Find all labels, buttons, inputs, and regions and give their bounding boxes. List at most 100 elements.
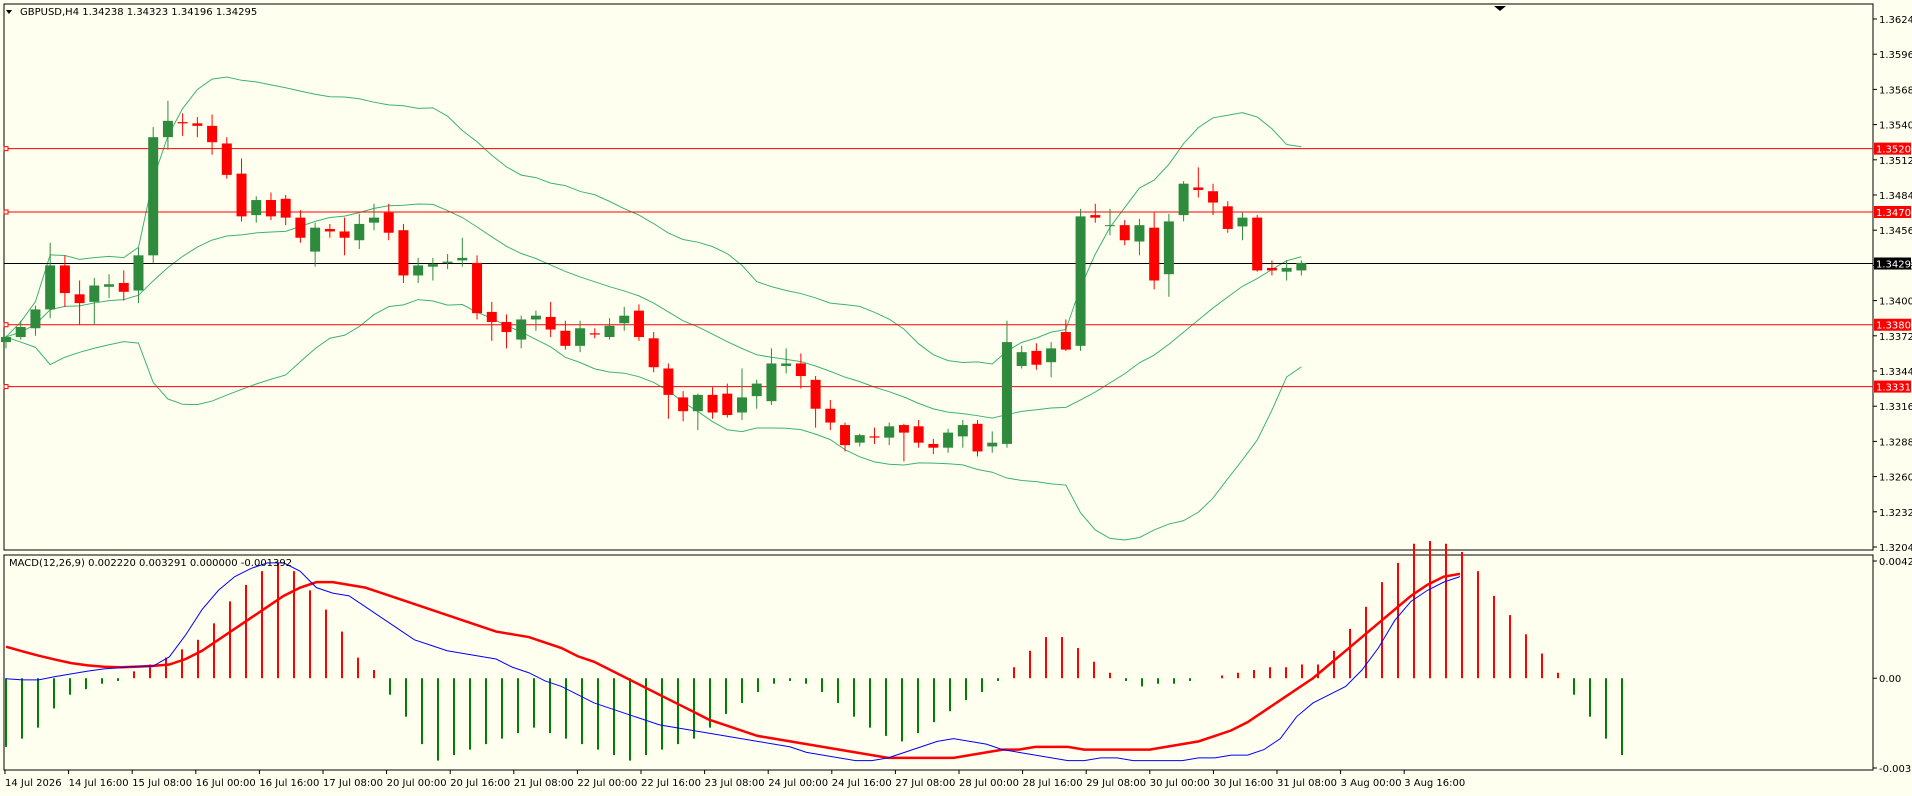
- bull-candle[interactable]: [457, 257, 468, 261]
- bull-candle[interactable]: [148, 137, 159, 256]
- bear-candle[interactable]: [633, 310, 644, 338]
- bull-candle[interactable]: [413, 265, 424, 276]
- bear-candle[interactable]: [1208, 191, 1219, 203]
- bear-candle[interactable]: [265, 200, 276, 217]
- bull-candle[interactable]: [354, 223, 365, 241]
- shift-marker-icon[interactable]: [1494, 6, 1506, 11]
- bull-candle[interactable]: [1281, 267, 1292, 272]
- bull-candle[interactable]: [1178, 183, 1189, 216]
- bear-candle[interactable]: [913, 426, 924, 443]
- bear-candle[interactable]: [1222, 206, 1233, 229]
- bull-candle[interactable]: [530, 315, 541, 320]
- bear-candle[interactable]: [795, 363, 806, 377]
- time-tick-label: 17 Jul 08:00: [323, 778, 383, 789]
- macd-panel[interactable]: [3, 540, 1874, 771]
- bull-candle[interactable]: [1163, 221, 1174, 275]
- bull-candle[interactable]: [1296, 262, 1307, 271]
- bull-candle[interactable]: [619, 315, 630, 324]
- level-anchor[interactable]: [3, 209, 9, 215]
- bear-candle[interactable]: [1090, 215, 1101, 218]
- bull-candle[interactable]: [692, 394, 703, 412]
- bear-candle[interactable]: [869, 436, 880, 438]
- bear-candle[interactable]: [825, 408, 836, 423]
- collapse-triangle-icon[interactable]: [6, 10, 12, 14]
- bear-candle[interactable]: [707, 394, 718, 413]
- bear-candle[interactable]: [501, 321, 512, 333]
- bear-candle[interactable]: [1060, 332, 1071, 350]
- bear-candle[interactable]: [1266, 267, 1277, 271]
- bear-candle[interactable]: [1149, 227, 1160, 281]
- bear-candle[interactable]: [840, 425, 851, 446]
- bear-candle[interactable]: [280, 198, 291, 218]
- bear-candle[interactable]: [192, 123, 203, 126]
- bull-candle[interactable]: [1134, 225, 1145, 242]
- bear-candle[interactable]: [59, 265, 70, 294]
- bull-candle[interactable]: [516, 319, 527, 340]
- bear-candle[interactable]: [324, 228, 335, 232]
- bear-candle[interactable]: [663, 368, 674, 395]
- bull-candle[interactable]: [987, 442, 998, 447]
- bull-candle[interactable]: [89, 285, 100, 302]
- bear-candle[interactable]: [1193, 187, 1204, 190]
- bear-candle[interactable]: [898, 425, 909, 433]
- bear-candle[interactable]: [1252, 217, 1263, 271]
- bear-candle[interactable]: [339, 231, 350, 238]
- bull-candle[interactable]: [442, 261, 453, 263]
- bull-candle[interactable]: [884, 426, 895, 438]
- bull-candle[interactable]: [427, 264, 438, 267]
- bear-candle[interactable]: [589, 333, 600, 335]
- bear-candle[interactable]: [74, 294, 85, 304]
- bull-candle[interactable]: [1046, 348, 1057, 363]
- bull-candle[interactable]: [1001, 342, 1012, 444]
- bear-candle[interactable]: [972, 423, 983, 452]
- level-anchor[interactable]: [3, 322, 9, 328]
- bear-candle[interactable]: [1119, 225, 1130, 241]
- bear-candle[interactable]: [486, 311, 497, 322]
- bull-candle[interactable]: [781, 363, 792, 366]
- bull-candle[interactable]: [1105, 225, 1115, 227]
- bear-candle[interactable]: [118, 283, 129, 292]
- bull-candle[interactable]: [162, 120, 173, 138]
- bear-candle[interactable]: [398, 230, 409, 276]
- bull-candle[interactable]: [854, 435, 865, 443]
- level-anchor[interactable]: [3, 146, 9, 152]
- bull-candle[interactable]: [1075, 216, 1086, 346]
- bull-candle[interactable]: [737, 397, 747, 413]
- bear-candle[interactable]: [295, 217, 306, 238]
- bear-candle[interactable]: [560, 330, 571, 346]
- price-panel[interactable]: [1, 3, 1874, 551]
- bear-candle[interactable]: [383, 212, 394, 233]
- bear-candle[interactable]: [177, 122, 188, 124]
- bull-candle[interactable]: [15, 327, 26, 338]
- bull-candle[interactable]: [751, 383, 762, 397]
- bull-candle[interactable]: [369, 217, 379, 223]
- bull-candle[interactable]: [1016, 352, 1027, 366]
- bear-candle[interactable]: [1031, 350, 1042, 365]
- bull-candle[interactable]: [104, 284, 115, 287]
- bear-candle[interactable]: [810, 379, 821, 409]
- bull-candle[interactable]: [1, 337, 11, 343]
- bear-candle[interactable]: [207, 125, 218, 143]
- bull-candle[interactable]: [575, 328, 586, 346]
- bull-candle[interactable]: [957, 425, 968, 437]
- bear-candle[interactable]: [678, 397, 689, 412]
- time-tick-label: 28 Jul 00:00: [959, 778, 1019, 789]
- bear-candle[interactable]: [648, 338, 659, 368]
- bear-candle[interactable]: [928, 443, 939, 448]
- bull-candle[interactable]: [943, 432, 954, 448]
- bull-candle[interactable]: [1237, 217, 1248, 227]
- bull-candle[interactable]: [251, 200, 262, 216]
- bull-candle[interactable]: [310, 227, 321, 252]
- bear-candle[interactable]: [722, 393, 733, 415]
- bull-candle[interactable]: [604, 325, 615, 338]
- level-anchor[interactable]: [3, 384, 9, 390]
- bear-candle[interactable]: [221, 143, 232, 175]
- bear-candle[interactable]: [236, 173, 247, 217]
- bull-candle[interactable]: [133, 255, 144, 291]
- bear-candle[interactable]: [472, 262, 483, 314]
- bull-candle[interactable]: [30, 309, 41, 329]
- bull-candle[interactable]: [45, 265, 56, 310]
- bull-candle[interactable]: [766, 363, 777, 402]
- bear-candle[interactable]: [545, 316, 556, 330]
